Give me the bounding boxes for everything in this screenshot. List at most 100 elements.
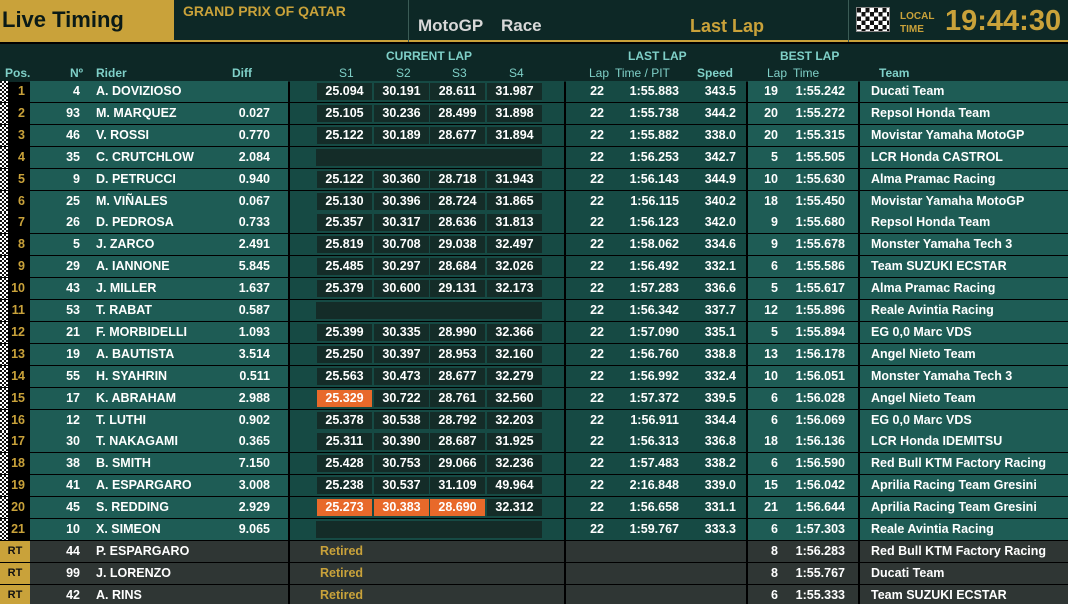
gap-diff (220, 563, 270, 584)
table-row[interactable]: 18 38 B. SMITH 7.150 25.428 30.753 29.066 32.23… (0, 453, 1068, 475)
table-row[interactable]: 5 9 D. PETRUCCI 0.940 25.122 30.360 28.718 31.9… (0, 168, 1068, 190)
team-name: Aprilia Racing Team Gresini (871, 500, 1037, 515)
last-lap-number: 22 (590, 478, 604, 493)
rider-name: M. MARQUEZ (96, 105, 177, 120)
rider-number: 41 (66, 478, 80, 493)
s1-header: S1 (339, 66, 354, 80)
best-lap-number: 6 (771, 259, 778, 274)
table-row[interactable]: 10 43 J. MILLER 1.637 25.379 30.600 29.131 32.1… (0, 278, 1068, 300)
table-row[interactable]: 16 12 T. LUTHI 0.902 25.378 30.538 28.792 32.20… (0, 409, 1068, 431)
chequered-flag-icon (0, 453, 8, 475)
gap-diff: 0.902 (238, 412, 270, 427)
table-row[interactable]: 21 10 X. SIMEON 9.065 22 1:59.767 333.3 6 1:57.3… (0, 519, 1068, 540)
gap-diff: 5.845 (238, 259, 270, 274)
best-lap-time: 1:55.630 (795, 171, 845, 186)
gap-diff: 0.733 (238, 215, 270, 230)
rider-name: M. VIÑALES (96, 193, 168, 208)
table-row[interactable]: 20 45 S. REDDING 2.929 25.273 30.383 28.690 32.… (0, 497, 1068, 519)
table-row[interactable]: 6 25 M. VIÑALES 0.067 25.130 30.396 28.724 31.8… (0, 190, 1068, 212)
rider-name: F. MORBIDELLI (96, 324, 187, 339)
gap-diff (220, 81, 270, 102)
table-row[interactable]: RT 44 P. ESPARGARO Retired 8 1:56.283 Red Bull… (0, 540, 1068, 562)
best-lap-number: 6 (771, 412, 778, 427)
sector-4-time: 49.964 (487, 477, 542, 495)
rider-number: 45 (66, 500, 80, 515)
gap-diff: 0.940 (238, 171, 270, 186)
sector-4-time: 31.813 (487, 214, 542, 232)
table-row[interactable]: 8 5 J. ZARCO 2.491 25.819 30.708 29.038 32.497 2… (0, 234, 1068, 256)
retired-status: Retired (320, 565, 364, 580)
chequered-flag-icon (0, 519, 8, 540)
team-name: Team SUZUKI ECSTAR (871, 259, 1007, 274)
position-cell: RT (0, 540, 30, 562)
table-row[interactable]: 19 41 A. ESPARGARO 3.008 25.238 30.537 31.109 4… (0, 475, 1068, 497)
sector-4-time: 32.203 (487, 411, 542, 429)
chequered-flag-icon (0, 300, 8, 321)
last-lap-time: 1:56.911 (630, 412, 679, 427)
table-row[interactable]: 1 4 A. DOVIZIOSO 25.094 30.191 28.611 31.987 22… (0, 81, 1068, 102)
current-lap-header: CURRENT LAP (386, 49, 472, 63)
sector-3-time: 28.677 (430, 367, 485, 385)
s4-header: S4 (509, 66, 524, 80)
table-row[interactable]: 2 93 M. MARQUEZ 0.027 25.105 30.236 28.499 31.8… (0, 102, 1068, 124)
position-cell: 19 (11, 478, 25, 493)
rider-number: 93 (66, 105, 80, 120)
chequered-flag-icon (0, 234, 8, 256)
chequered-flag-icon (0, 431, 8, 453)
chequered-flag-icon (0, 365, 8, 387)
chequered-flag-icon (0, 387, 8, 409)
rider-number: 26 (66, 215, 80, 230)
rider-number: 38 (66, 456, 80, 471)
best-lap-number: 10 (764, 171, 778, 186)
speed-value: 336.8 (704, 434, 736, 449)
table-row[interactable]: 13 19 A. BAUTISTA 3.514 25.250 30.397 28.953 32… (0, 343, 1068, 365)
rider-number: 43 (66, 281, 80, 296)
table-row[interactable]: 9 29 A. IANNONE 5.845 25.485 30.297 28.684 32.0… (0, 256, 1068, 278)
position-cell: 20 (11, 500, 25, 515)
gap-diff: 2.491 (238, 237, 270, 252)
table-row[interactable]: 11 53 T. RABAT 0.587 22 1:56.342 337.7 12 1:55.8… (0, 300, 1068, 321)
rider-header: Rider (96, 66, 127, 80)
rider-number: 29 (66, 259, 80, 274)
speed-value: 338.2 (704, 456, 736, 471)
best-lap-time: 1:55.767 (795, 565, 845, 580)
best-lap-number: 18 (764, 193, 778, 208)
table-row[interactable]: RT 99 J. LORENZO Retired 8 1:55.767 Ducati Tea… (0, 562, 1068, 584)
sector-2-time: 30.708 (374, 236, 429, 254)
chequered-flag-icon (856, 7, 890, 32)
team-name: EG 0,0 Marc VDS (871, 412, 972, 427)
sector-1-time: 25.819 (317, 236, 372, 254)
best-lap-number: 5 (771, 281, 778, 296)
sector-1-time: 25.094 (317, 83, 372, 100)
last-lap-number: 22 (590, 105, 604, 120)
table-row[interactable]: RT 42 A. RINS Retired 6 1:55.333 Team SUZUKI E… (0, 584, 1068, 604)
sector-4-time: 32.497 (487, 236, 542, 254)
table-row[interactable]: 3 46 V. ROSSI 0.770 25.122 30.189 28.677 31.894… (0, 124, 1068, 146)
last-lap-time: 1:56.492 (629, 259, 679, 274)
lap-header: Lap (589, 66, 610, 80)
live-timing-title: Live Timing (0, 0, 174, 42)
table-row[interactable]: 4 35 C. CRUTCHLOW 2.084 22 1:56.253 342.7 5 1:55… (0, 146, 1068, 168)
team-name: Alma Pramac Racing (871, 171, 996, 186)
sector-1-time: 25.428 (317, 455, 372, 473)
speed-value: 342.0 (704, 215, 736, 230)
speed-value: 343.5 (704, 84, 736, 98)
event-name: GRAND PRIX OF QATAR (183, 3, 346, 19)
speed-value: 342.7 (704, 149, 736, 164)
last-lap-number: 22 (590, 368, 604, 383)
table-row[interactable]: 17 30 T. NAKAGAMI 0.365 25.311 30.390 28.687 31… (0, 431, 1068, 453)
rider-name: B. SMITH (96, 456, 151, 471)
rider-number: 35 (66, 149, 80, 164)
chequered-flag-icon (0, 102, 8, 124)
position-cell: 18 (11, 456, 25, 471)
table-row[interactable]: 14 55 H. SYAHRIN 0.511 25.563 30.473 28.677 32.… (0, 365, 1068, 387)
table-row[interactable]: 12 21 F. MORBIDELLI 1.093 25.399 30.335 28.990… (0, 321, 1068, 343)
team-name: Angel Nieto Team (871, 346, 976, 361)
table-row[interactable]: 7 26 D. PEDROSA 0.733 25.357 30.317 28.636 31.8… (0, 212, 1068, 234)
last-lap-time: 1:56.253 (629, 149, 679, 164)
last-lap-number: 22 (590, 500, 604, 515)
sector-3-time: 28.718 (430, 170, 485, 188)
last-lap-number: 22 (590, 149, 604, 164)
table-row[interactable]: 15 17 K. ABRAHAM 2.988 25.329 30.722 28.761 32.… (0, 387, 1068, 409)
team-name: Repsol Honda Team (871, 105, 991, 120)
